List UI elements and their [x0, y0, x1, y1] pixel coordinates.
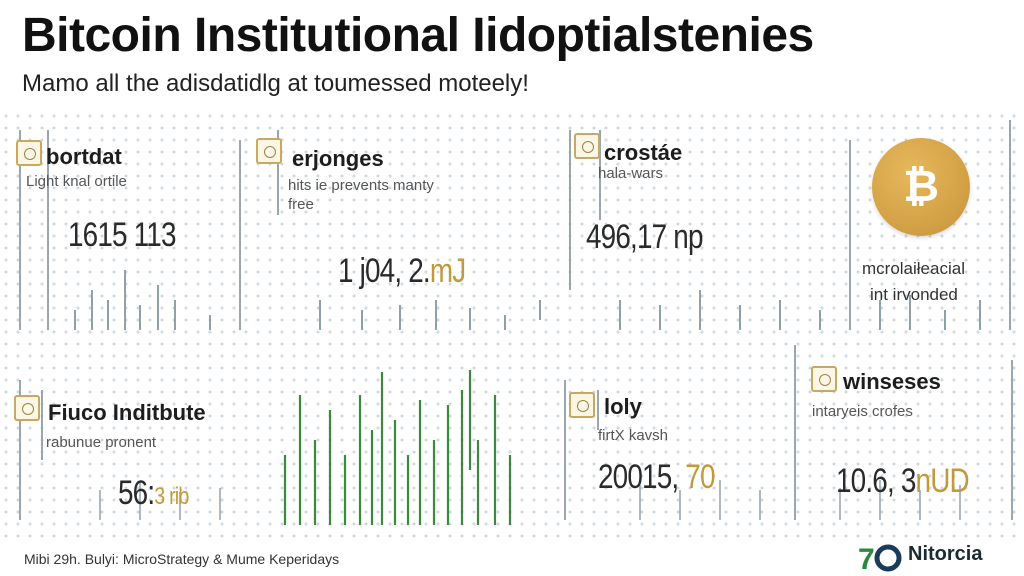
footer-source: Mibi 29h. Bulyi: MicroStrategy & Mume Ke…	[24, 551, 340, 567]
brand-logo-icon: 7	[858, 543, 902, 573]
page-title: Bitcoin Institutional Iidoptialstenies	[22, 9, 814, 62]
card-title: loly	[604, 394, 642, 419]
brand-name[interactable]: Nitorcia	[908, 543, 983, 565]
card-value: 10.6, 3nUD	[836, 462, 970, 500]
card-subtitle: intaryeis crofes	[812, 403, 913, 420]
card-title: winseses	[843, 369, 941, 394]
card-icon	[256, 138, 282, 164]
card-subtitle: rabunue pronent	[46, 434, 157, 451]
card-title: Fiuco Inditbute	[48, 400, 206, 425]
card-icon	[811, 366, 837, 392]
card-value: 1615 113	[68, 216, 176, 254]
page-subtitle: Mamo all the adisdatidlg at toumessed mo…	[22, 70, 529, 97]
card-value: 496,17 np	[586, 218, 703, 256]
card-subtitle: hala-wars	[598, 165, 664, 182]
footer	[0, 540, 1024, 576]
card-title: bortdat	[46, 144, 122, 169]
side-note-line-2: int irvonded	[870, 285, 958, 304]
card-icon	[14, 395, 40, 421]
card-subtitle: firtX kavsh	[598, 427, 669, 444]
card-icon	[16, 140, 42, 166]
card-subtitle: hits ie prevents manty free	[288, 177, 434, 213]
side-note-line-1: mcrolaiłeacial	[862, 259, 965, 278]
card-icon	[574, 133, 600, 159]
card-value: 1 j04, 2.mJ	[338, 252, 466, 290]
card-title: crostáe	[604, 140, 683, 165]
card-subtitle: Light knal ortile	[26, 173, 127, 190]
card-icon	[569, 392, 595, 418]
card-title: erjonges	[292, 146, 384, 171]
bitcoin-icon: ₿	[872, 138, 970, 236]
svg-text:7: 7	[858, 543, 875, 573]
card-value: 20015, 70	[598, 458, 715, 496]
dotted-background	[0, 110, 1024, 540]
card-value: 56:3 rib	[118, 474, 189, 512]
